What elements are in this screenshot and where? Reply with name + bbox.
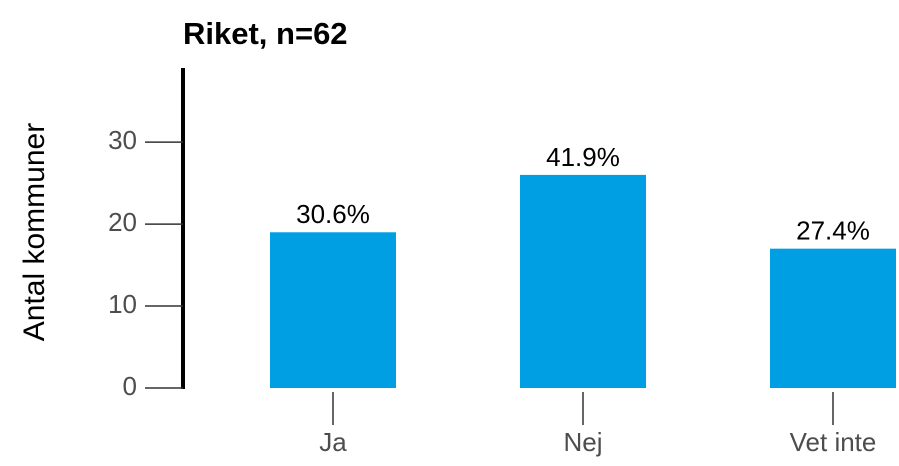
y-tick-label: 0	[123, 371, 137, 401]
value-label: 30.6%	[296, 199, 370, 229]
y-tick-label: 10	[108, 289, 137, 319]
chart-title: Riket, n=62	[183, 16, 348, 51]
value-label: 41.9%	[546, 142, 620, 172]
bar	[520, 174, 646, 388]
x-tick-label: Vet inte	[790, 427, 877, 457]
x-tick-label: Ja	[319, 427, 347, 457]
value-label: 27.4%	[796, 216, 870, 246]
bar	[770, 248, 896, 388]
bar	[270, 232, 396, 388]
y-tick-label: 20	[108, 207, 137, 237]
y-axis-label: Antal kommuner	[18, 123, 51, 341]
x-tick-label: Nej	[563, 427, 602, 457]
y-tick-label: 30	[108, 125, 137, 155]
